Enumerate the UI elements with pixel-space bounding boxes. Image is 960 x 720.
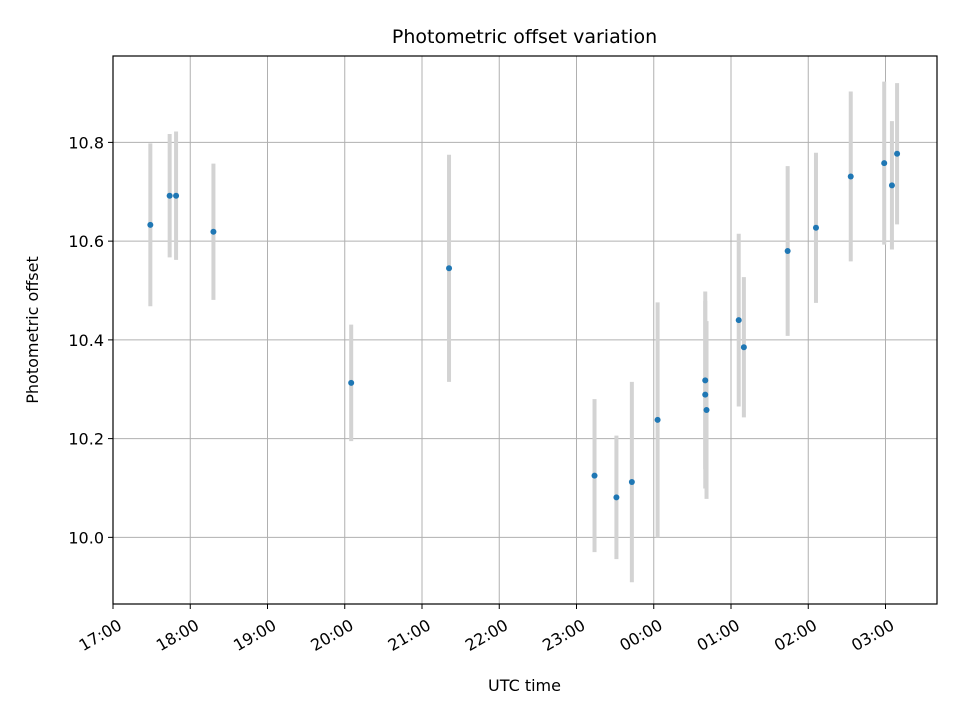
data-point bbox=[702, 377, 709, 384]
data-point bbox=[147, 221, 154, 228]
data-point bbox=[591, 472, 598, 479]
data-point bbox=[348, 379, 355, 386]
data-point bbox=[702, 391, 709, 398]
y-tick-label: 10.0 bbox=[68, 528, 104, 547]
data-point bbox=[888, 182, 895, 189]
y-tick-label: 10.8 bbox=[68, 133, 104, 152]
data-point bbox=[812, 224, 819, 231]
data-point bbox=[894, 150, 901, 157]
data-point bbox=[881, 160, 888, 167]
data-point bbox=[784, 248, 791, 255]
y-tick-label: 10.2 bbox=[68, 430, 104, 449]
y-axis-label: Photometric offset bbox=[23, 256, 42, 404]
data-point bbox=[210, 228, 217, 235]
x-axis-label: UTC time bbox=[488, 676, 561, 695]
plot-frame bbox=[112, 55, 938, 605]
data-point bbox=[613, 494, 620, 501]
data-points bbox=[147, 150, 901, 501]
y-tick-label: 10.6 bbox=[68, 232, 104, 251]
data-point bbox=[166, 192, 173, 199]
chart-title: Photometric offset variation bbox=[392, 26, 657, 48]
data-point bbox=[654, 416, 661, 423]
data-point bbox=[446, 265, 453, 272]
y-tick-label: 10.4 bbox=[68, 331, 104, 350]
y-axis-ticks: 10.0 10.2 10.4 10.6 10.8 bbox=[68, 133, 113, 547]
data-point bbox=[735, 317, 742, 324]
data-point bbox=[847, 173, 854, 180]
data-point bbox=[703, 406, 710, 413]
data-point bbox=[173, 192, 180, 199]
data-point bbox=[628, 479, 635, 486]
data-point bbox=[740, 344, 747, 351]
